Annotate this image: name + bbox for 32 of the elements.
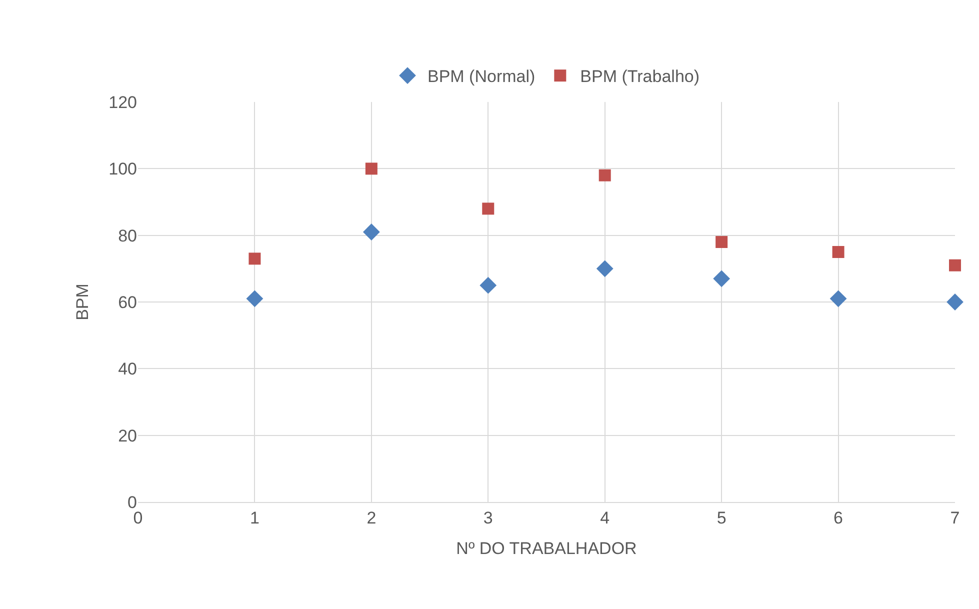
x-tick-label: 6: [834, 508, 844, 528]
point: [248, 252, 261, 265]
y-tick-label: 0: [128, 492, 137, 512]
point: [362, 224, 380, 240]
y-tick-label: 80: [118, 226, 137, 246]
point: [596, 260, 614, 278]
x-tick-label: 5: [716, 508, 726, 528]
point: [949, 259, 961, 272]
point: [480, 276, 497, 294]
point: [830, 290, 847, 308]
point: [246, 290, 264, 308]
y-tick-label: 120: [108, 92, 137, 112]
point: [365, 162, 378, 175]
point: [482, 202, 494, 215]
x-tick-label: 1: [250, 508, 260, 528]
legend-label: BPM (Normal): [428, 67, 536, 86]
x-tick-label: 7: [950, 508, 960, 528]
x-tick-label: 4: [600, 508, 610, 528]
point: [598, 169, 611, 182]
x-axis-title: Nº DO TRABALHADOR: [456, 538, 637, 558]
y-tick-label: 100: [108, 160, 137, 179]
y-tick-label: 60: [118, 292, 137, 312]
x-tick-label: 3: [483, 508, 493, 528]
x-tick-label: 2: [366, 508, 376, 528]
point: [832, 246, 844, 258]
y-tick-label: 20: [118, 426, 137, 446]
point: [713, 270, 730, 288]
point: [946, 294, 964, 310]
legend-label: BPM (Trabalho): [580, 67, 700, 86]
y-tick-label: 40: [118, 360, 137, 379]
y-axis-title: BPM: [73, 284, 92, 320]
point: [716, 236, 728, 248]
